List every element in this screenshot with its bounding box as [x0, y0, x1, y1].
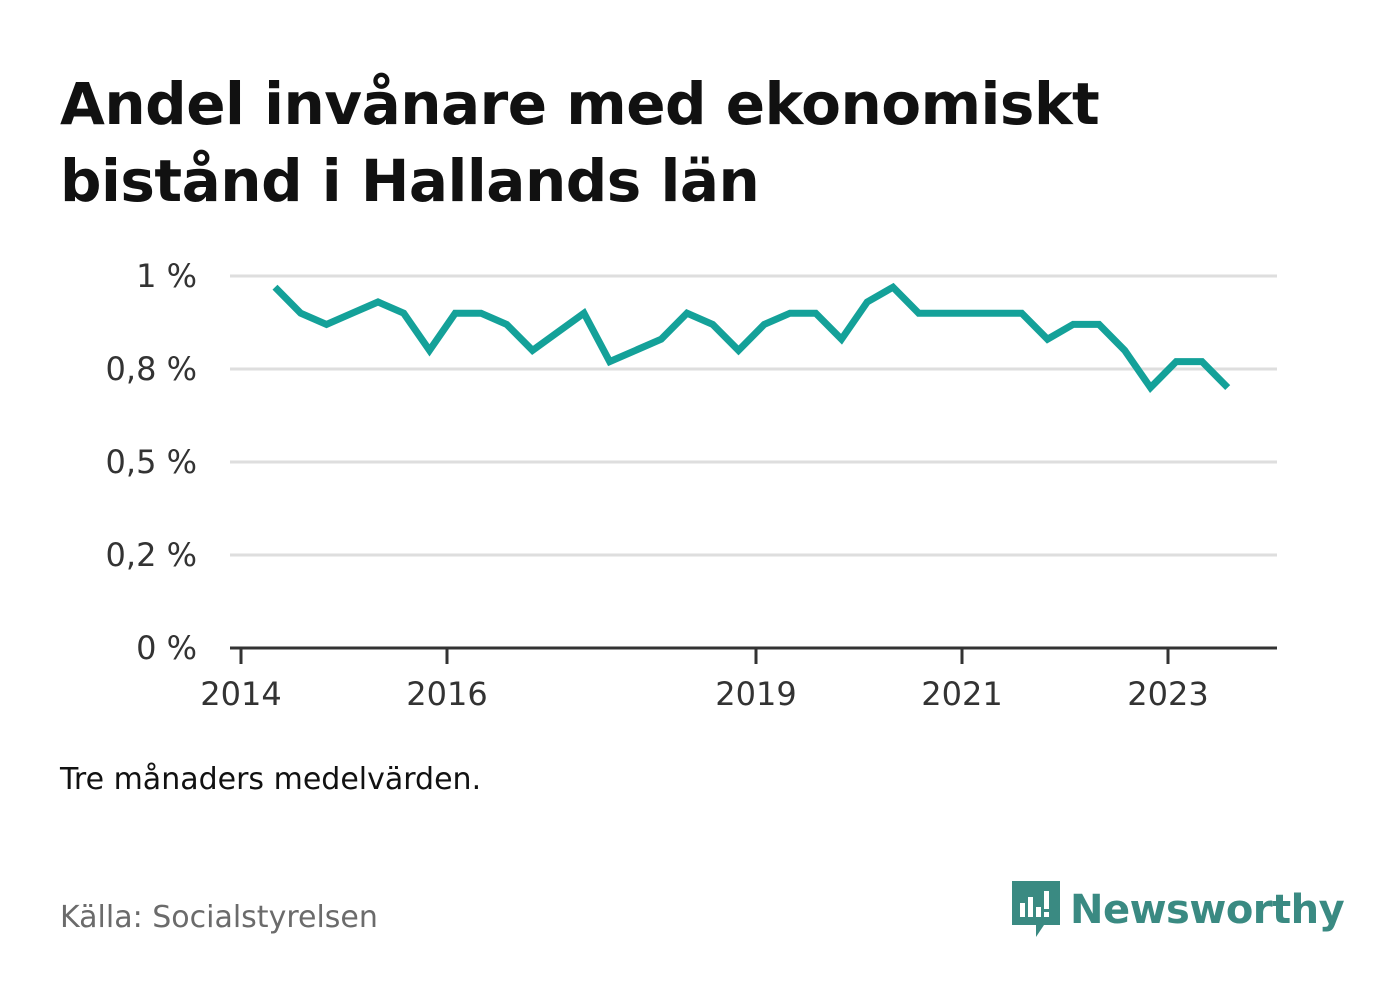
y-axis-labels: 0 % 0,2 % 0,5 % 0,8 % 1 %	[106, 257, 197, 667]
y-tick-label: 0 %	[136, 629, 197, 667]
chart-title: Andel invånare med ekonomiskt bistånd i …	[60, 70, 1100, 215]
x-tick-label: 2023	[1127, 675, 1208, 713]
x-tick-label: 2016	[406, 675, 487, 713]
grid-layer	[230, 274, 1277, 557]
y-tick-label: 0,2 %	[106, 536, 197, 574]
line-chart: 0 %0,2 %0,5 %0,8 %1 % 2014 2016 2019 2021 20…	[106, 257, 1277, 713]
x-tick-label: 2019	[715, 675, 796, 713]
x-tick-label: 2014	[200, 675, 281, 713]
y-tick-label: 0,8 %	[106, 350, 197, 388]
brand-logo[interactable]: Newsworthy	[1010, 878, 1345, 942]
x-axis: 2014 2016 2019 2021 2023	[200, 646, 1277, 713]
series-layer	[272, 282, 1231, 394]
x-tick-label: 2021	[921, 675, 1002, 713]
y-tick-label: 1 %	[136, 257, 197, 295]
brand-name: Newsworthy	[1070, 887, 1345, 933]
y-tick-label: 0,5 %	[106, 443, 197, 481]
series-line	[272, 282, 1231, 394]
chart-note: Tre månaders medelvärden.	[60, 762, 482, 797]
newsworthy-logo-icon	[1012, 881, 1060, 937]
source-text: Källa: Socialstyrelsen	[60, 900, 378, 935]
